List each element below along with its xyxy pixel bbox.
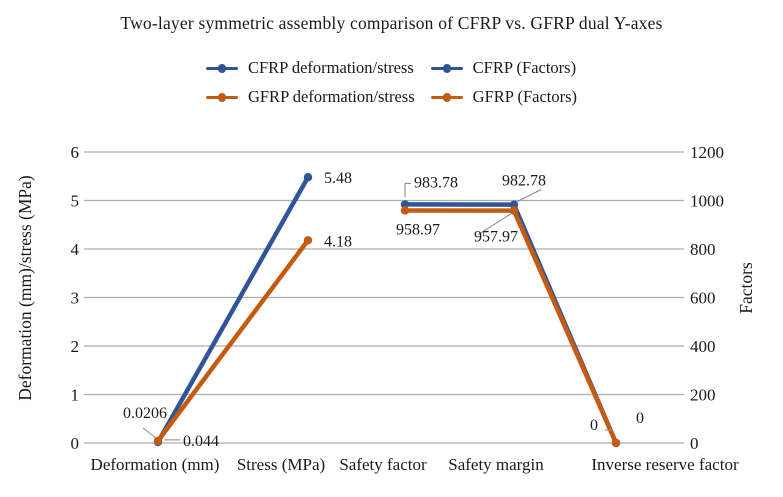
left-axis-tick-label: 0 (71, 434, 80, 453)
label-leader-line (516, 189, 542, 203)
chart-title: Two-layer symmetric assembly comparison … (120, 13, 663, 33)
legend-item-gfrp-deformation-stress: GFRP deformation/stress (205, 87, 415, 107)
right-axis-title: Factors (736, 262, 756, 314)
data-point (611, 438, 621, 448)
right-axis-tick-label: 200 (690, 386, 716, 405)
left-axis-tick-label: 4 (71, 240, 80, 259)
data-label: 982.78 (502, 173, 546, 190)
data-label: 4.18 (324, 233, 352, 250)
left-axis-title: Deformation (mm)/stress (MPa) (15, 175, 35, 401)
legend-label: GFRP deformation/stress (247, 87, 415, 106)
left-axis-tick-label: 1 (71, 386, 80, 405)
legend: CFRP deformation/stress CFRP (Factors) G… (0, 58, 783, 107)
data-label: 0.044 (183, 433, 219, 450)
right-axis-tick-label: 1200 (690, 143, 724, 162)
data-point (509, 200, 519, 209)
data-label: 983.78 (414, 174, 458, 191)
label-leader-line (142, 427, 157, 439)
data-point (303, 173, 313, 182)
data-label: 957.97 (474, 229, 518, 246)
legend-label: CFRP deformation/stress (247, 58, 414, 77)
left-axis-tick-label: 2 (71, 337, 80, 356)
data-point (303, 236, 313, 245)
legend-label: GFRP (Factors) (472, 87, 578, 106)
gfrp-line-marker-icon (205, 92, 238, 103)
label-leader-line (477, 213, 512, 236)
x-axis-label: Safety margin (448, 455, 544, 474)
data-point (400, 200, 410, 209)
data-label: 5.48 (324, 170, 352, 187)
series-line-gfrp-deformation-stress (155, 238, 311, 444)
data-point (509, 206, 519, 215)
data-point (153, 436, 163, 446)
legend-label: CFRP (Factors) (472, 58, 577, 77)
data-label: 958.97 (396, 221, 440, 238)
data-label: 0.0206 (123, 405, 167, 422)
gfrp-line-marker-icon (430, 92, 463, 103)
right-axis-tick-label: 0 (690, 434, 699, 453)
legend-item-cfrp-deformation-stress: CFRP deformation/stress (205, 58, 415, 78)
x-axis-label: Inverse reserve factor (591, 455, 739, 474)
left-axis-tick-label: 5 (71, 192, 80, 211)
x-axis-label: Stress (MPa) (237, 455, 325, 474)
data-point (400, 206, 410, 215)
right-axis-tick-label: 400 (690, 337, 716, 356)
left-axis-tick-label: 3 (71, 289, 80, 308)
data-label: 0 (636, 410, 644, 427)
legend-item-gfrp-factors: GFRP (Factors) (430, 87, 578, 107)
x-axis-label: Safety factor (339, 455, 427, 474)
series-line-cfrp-deformation-stress (155, 174, 311, 445)
x-axis-label: Deformation (mm) (91, 455, 220, 474)
cfrp-line-marker-icon (205, 63, 238, 74)
data-label: 0 (590, 417, 598, 434)
right-axis-tick-label: 600 (690, 289, 716, 308)
left-axis-tick-label: 6 (71, 143, 80, 162)
right-axis-tick-label: 1000 (690, 192, 724, 211)
legend-item-cfrp-factors: CFRP (Factors) (430, 58, 577, 78)
cfrp-line-marker-icon (430, 63, 463, 74)
right-axis-tick-label: 800 (690, 240, 716, 259)
